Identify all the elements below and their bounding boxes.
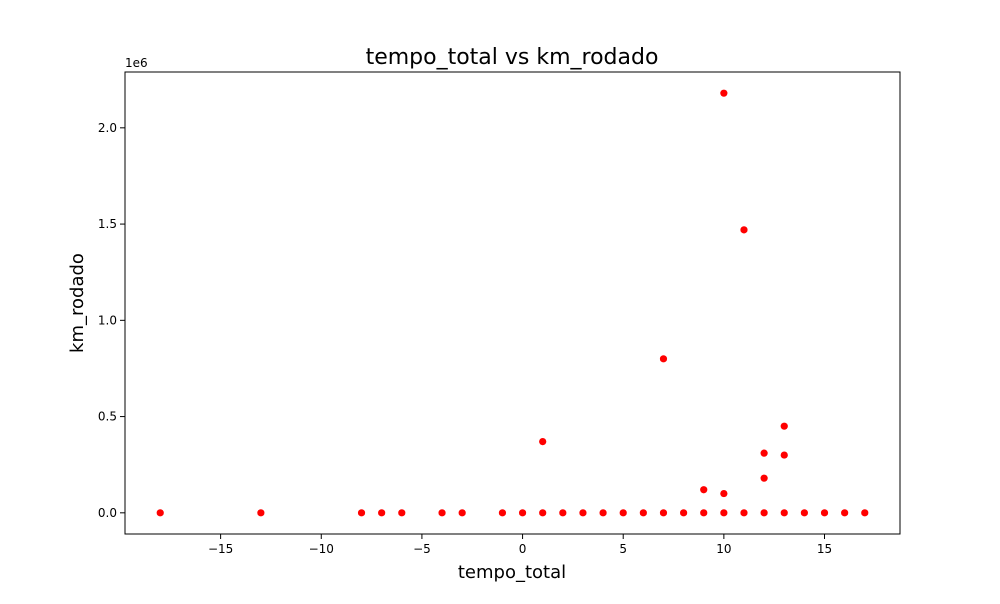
x-tick-label: 10: [716, 542, 731, 556]
x-tick-label: 0: [519, 542, 527, 556]
data-point: [539, 509, 547, 517]
data-point: [659, 355, 668, 363]
data-point: [659, 509, 668, 517]
data-point: [539, 438, 547, 446]
data-point: [720, 509, 728, 517]
y-tick-label: 2.0: [98, 121, 117, 135]
data-point: [700, 509, 708, 517]
data-point: [680, 509, 688, 517]
data-point: [498, 509, 507, 517]
y-tick-label: 1.0: [98, 313, 117, 327]
data-point: [760, 509, 768, 517]
x-tick-label: −15: [208, 542, 233, 556]
data-point: [760, 474, 768, 482]
data-point: [378, 509, 386, 517]
y-tick-label: 1.5: [98, 217, 117, 231]
data-point: [780, 451, 788, 459]
data-point: [357, 509, 366, 517]
data-point: [700, 486, 708, 494]
x-tick-label: −10: [309, 542, 334, 556]
data-point: [619, 509, 627, 517]
y-axis-ticks: 0.0 0.5 1.0 1.5 2.0: [98, 121, 125, 520]
data-point: [639, 509, 647, 517]
data-point: [760, 449, 768, 457]
x-axis-ticks: −15 −10 −5 0 5 10 15: [208, 534, 832, 556]
y-axis-label: km_rodado: [67, 253, 88, 353]
data-point: [780, 509, 788, 517]
data-point: [720, 489, 728, 498]
data-point: [518, 509, 527, 517]
y-tick-label: 0.0: [98, 506, 117, 520]
data-point: [861, 509, 869, 517]
data-point: [438, 509, 446, 517]
x-axis-label: tempo_total: [458, 562, 566, 583]
data-point: [841, 509, 849, 517]
data-point: [398, 509, 406, 517]
plot-frame: [124, 71, 901, 535]
x-tick-label: 5: [619, 542, 627, 556]
data-points: [156, 89, 869, 517]
data-point: [780, 422, 788, 430]
data-point: [820, 509, 829, 517]
y-tick-label: 0.5: [98, 410, 117, 424]
data-point: [740, 226, 748, 234]
data-point: [257, 509, 265, 517]
data-point: [579, 509, 587, 517]
chart-title: tempo_total vs km_rodado: [366, 45, 659, 70]
y-offset-label: 1e6: [125, 56, 148, 70]
data-point: [740, 509, 748, 517]
data-point: [458, 509, 466, 517]
data-point: [720, 89, 728, 97]
data-point: [559, 509, 567, 517]
data-point: [156, 509, 164, 517]
data-point: [599, 509, 607, 517]
data-point: [800, 509, 808, 517]
x-tick-label: 15: [817, 542, 832, 556]
x-tick-label: −5: [413, 542, 431, 556]
